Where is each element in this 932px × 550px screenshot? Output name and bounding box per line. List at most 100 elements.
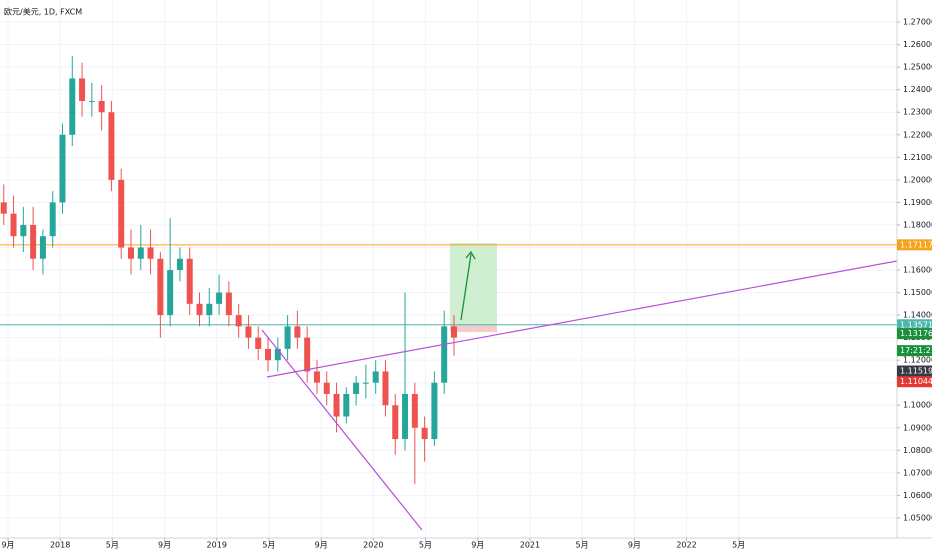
candle-body [362, 382, 369, 384]
y-tick-label: 1.19000 [903, 198, 932, 207]
candle-body [431, 382, 438, 440]
y-tick-label: 1.06000 [903, 491, 932, 500]
candle-body [225, 292, 232, 316]
candle-body [206, 303, 213, 316]
trend-line [261, 329, 423, 531]
candle-body [39, 236, 46, 259]
price-tag-label: 1.11044 [900, 377, 932, 386]
candle-body [304, 337, 311, 372]
y-tick-label: 1.25000 [903, 63, 932, 72]
candle-body [147, 247, 154, 259]
candles [0, 55, 457, 485]
trend-line [266, 260, 898, 378]
x-tick-label: 5月 [419, 541, 432, 550]
x-tick-label: 5月 [262, 541, 275, 550]
price-tag [897, 365, 932, 377]
countdown: 17:21:21 [900, 346, 932, 355]
y-tick-label: 1.14000 [903, 311, 932, 320]
candle-body [108, 112, 115, 180]
price-tag-label: 1.13571 [900, 320, 932, 329]
price-tag-label: 1.13176 [900, 329, 932, 338]
x-tick-label: 9月 [628, 541, 641, 550]
candle-body [402, 393, 409, 440]
candle-body [59, 134, 66, 203]
x-tick-label: 9月 [1, 541, 14, 550]
candle-body [20, 224, 27, 237]
candle-body [294, 326, 301, 338]
candle-body [450, 326, 457, 338]
y-tick-label: 1.16000 [903, 266, 932, 275]
candle-body [333, 393, 340, 417]
candle-body [274, 348, 281, 361]
x-tick-label: 2019 [207, 541, 227, 550]
long-stop-zone [450, 325, 497, 332]
axes: 1.05000 1.06000 1.07000 1.08000 1.09000 1.100… [1, 18, 932, 550]
price-tag-label: 1.11519 [900, 367, 932, 376]
countdown-tag [897, 345, 932, 357]
x-tick-label: 9月 [315, 541, 328, 550]
y-tick-label: 1.20000 [903, 175, 932, 184]
candle-body [196, 303, 203, 316]
price-tag [897, 376, 932, 388]
candle-body [127, 247, 134, 259]
candle-body [79, 78, 86, 101]
arrow-head [465, 250, 476, 260]
y-tick-label: 1.05000 [903, 513, 932, 522]
candle-body [421, 427, 428, 440]
candle-body [30, 224, 37, 259]
candle-body [186, 258, 193, 304]
candle-body [284, 326, 291, 349]
candle-body [372, 371, 379, 383]
candle-body [313, 371, 320, 383]
candle-body [382, 371, 389, 406]
candle-body [0, 202, 7, 214]
candle-body [167, 270, 174, 316]
y-tick-label: 1.24000 [903, 85, 932, 94]
y-tick-label: 1.12000 [903, 356, 932, 365]
y-tick-label: 1.08000 [903, 446, 932, 455]
x-tick-label: 9月 [471, 541, 484, 550]
grid [0, 0, 897, 538]
y-tick-label: 1.09000 [903, 423, 932, 432]
y-tick-label: 1.22000 [903, 130, 932, 139]
y-tick-label: 1.27000 [903, 18, 932, 27]
candle-body [392, 405, 399, 440]
y-tick-label: 1.21000 [903, 153, 932, 162]
candle-body [323, 382, 330, 394]
price-tag-label: 1.17117 [900, 240, 932, 249]
candle-body [49, 202, 56, 237]
x-tick-label: 2020 [363, 541, 383, 550]
arrow [460, 253, 472, 321]
x-tick-label: 2021 [520, 541, 540, 550]
candle-body [98, 100, 105, 113]
candle-body [265, 348, 272, 361]
x-tick-label: 5月 [106, 541, 119, 550]
candle-body [353, 382, 360, 394]
price-tag [897, 319, 932, 331]
candle-body [441, 326, 448, 383]
chart-title: 欧元/美元, 1D, FXCM [4, 7, 82, 17]
candle-body [137, 247, 144, 259]
candle-body [216, 292, 223, 304]
y-tick-label: 1.18000 [903, 220, 932, 229]
x-tick-label: 5月 [732, 541, 745, 550]
horizontal-lines [0, 244, 897, 326]
candle-body [10, 213, 17, 237]
candle-body [118, 179, 125, 248]
y-tick-label: 1.07000 [903, 468, 932, 477]
x-tick-label: 2022 [676, 541, 696, 550]
x-tick-label: 2018 [50, 541, 70, 550]
candle-body [411, 393, 418, 428]
price-tag [897, 328, 932, 340]
candle-body [176, 258, 183, 271]
candle-body [235, 315, 242, 327]
candle-body [343, 393, 350, 417]
candle-body [69, 78, 76, 135]
y-tick-label: 1.23000 [903, 108, 932, 117]
y-tick-label: 1.10000 [903, 401, 932, 410]
y-tick-label: 1.26000 [903, 40, 932, 49]
candle-body [157, 258, 164, 316]
candle-body [255, 337, 262, 349]
y-tick-label: 1.15000 [903, 288, 932, 297]
